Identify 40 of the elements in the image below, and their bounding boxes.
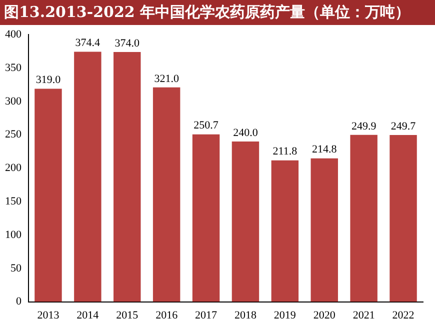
data-label: 250.7 <box>194 120 219 132</box>
x-tick-label: 2022 <box>392 309 414 322</box>
bar <box>310 158 338 302</box>
data-label: 214.8 <box>312 144 338 156</box>
x-tick-label: 2014 <box>76 309 100 322</box>
data-label: 321.0 <box>154 72 180 85</box>
bar <box>271 160 299 302</box>
data-label: 240.0 <box>233 126 258 139</box>
y-tick-label: 250 <box>5 128 22 141</box>
bar <box>74 52 102 302</box>
y-tick-label: 300 <box>5 95 22 108</box>
x-tick-label: 2017 <box>195 309 218 322</box>
bar <box>192 134 220 302</box>
bar <box>34 88 62 302</box>
x-tick-label: 2013 <box>37 309 60 322</box>
data-label: 211.8 <box>272 146 298 158</box>
data-label: 249.9 <box>351 120 377 132</box>
x-tick-label: 2021 <box>352 309 375 322</box>
x-tick-label: 2016 <box>156 309 178 322</box>
chart-title: 图13.2013-2022 年中国化学农药原药产量（单位：万吨） <box>0 0 435 25</box>
x-tick-label: 2019 <box>274 309 296 322</box>
y-tick-label: 150 <box>5 195 22 208</box>
data-label: 249.7 <box>390 120 416 132</box>
y-tick-label: 0 <box>16 296 22 308</box>
bar <box>390 135 417 302</box>
y-tick-label: 50 <box>10 262 22 274</box>
x-tick-label: 2020 <box>313 309 336 322</box>
y-tick-label: 400 <box>5 28 22 40</box>
bar <box>350 134 378 302</box>
bar <box>114 52 141 302</box>
bar <box>152 87 180 302</box>
data-label: 319.0 <box>36 74 62 86</box>
x-tick-label: 2018 <box>234 309 257 322</box>
data-label: 374.4 <box>75 37 101 50</box>
y-tick-label: 100 <box>5 228 22 241</box>
bar <box>232 141 260 302</box>
y-tick-label: 350 <box>5 62 22 74</box>
x-tick-label: 2015 <box>116 309 139 322</box>
data-label: 374.0 <box>114 37 140 50</box>
y-tick-label: 200 <box>5 162 22 174</box>
